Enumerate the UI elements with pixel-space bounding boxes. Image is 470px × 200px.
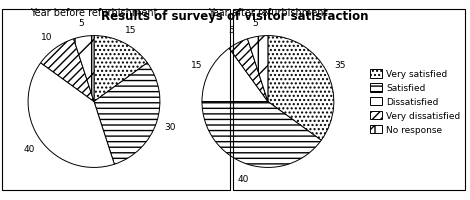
Wedge shape <box>229 40 268 102</box>
Wedge shape <box>268 36 334 141</box>
Text: 35: 35 <box>334 61 345 70</box>
Text: 15: 15 <box>125 26 136 35</box>
Text: 30: 30 <box>165 122 176 131</box>
Title: Year after refurbishment: Year after refurbishment <box>208 8 328 18</box>
Text: 40: 40 <box>237 174 249 183</box>
Text: 40: 40 <box>23 145 35 154</box>
Wedge shape <box>94 63 160 164</box>
Wedge shape <box>94 36 147 102</box>
Text: 5: 5 <box>252 18 258 27</box>
Text: 5: 5 <box>78 18 84 27</box>
Wedge shape <box>202 49 268 102</box>
Text: Results of surveys of visitor satisfaction: Results of surveys of visitor satisfacti… <box>101 10 369 23</box>
Legend: Very satisfied, Satisfied, Dissatisfied, Very dissatisfied, No response: Very satisfied, Satisfied, Dissatisfied,… <box>368 68 462 136</box>
Wedge shape <box>28 63 114 168</box>
Wedge shape <box>74 36 94 102</box>
Text: 15: 15 <box>190 61 202 70</box>
Text: 10: 10 <box>41 33 53 42</box>
Wedge shape <box>248 36 268 102</box>
Wedge shape <box>41 40 94 102</box>
Wedge shape <box>202 102 321 168</box>
Text: 5: 5 <box>228 26 234 35</box>
Title: Year before refurbishment: Year before refurbishment <box>30 8 158 18</box>
